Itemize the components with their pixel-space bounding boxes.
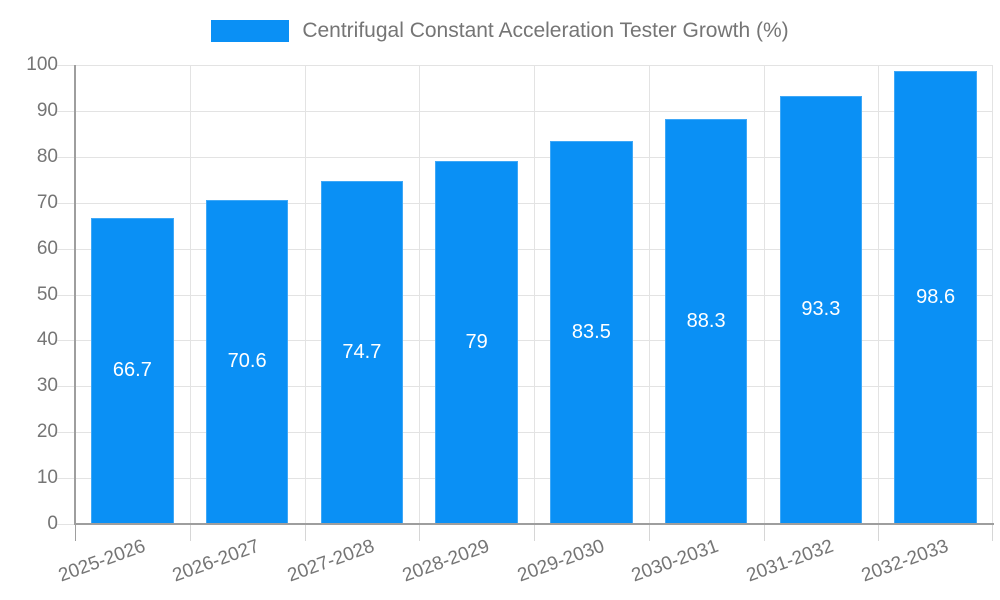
- y-tick-mark: [57, 524, 74, 525]
- y-tick-label: 100: [26, 54, 58, 75]
- x-tick-label-text: 2025-2026: [55, 535, 148, 587]
- x-tick-label-text: 2031-2032: [743, 535, 837, 587]
- vertical-gridline: [419, 65, 421, 524]
- y-axis-line: [74, 65, 76, 524]
- bar-value-label: 98.6: [916, 286, 956, 309]
- y-tick-mark: [57, 202, 74, 204]
- x-axis-line: [74, 523, 994, 525]
- y-tick-label: 20: [36, 421, 58, 443]
- legend-swatch: [211, 20, 290, 42]
- y-tick-mark: [57, 386, 74, 388]
- x-tick-label-text: 2030-2031: [628, 535, 722, 587]
- bar-value-label: 83.5: [571, 320, 611, 343]
- y-tick-label: 0: [47, 513, 58, 534]
- y-tick-mark: [57, 432, 74, 434]
- x-tick-label-text: 2026-2027: [169, 535, 263, 587]
- vertical-gridline: [648, 65, 650, 524]
- x-tick-label-text: 2028-2029: [399, 535, 493, 587]
- x-tick-mark: [304, 525, 306, 541]
- x-tick-mark: [189, 525, 191, 541]
- x-tick-label-text: 2032-2033: [858, 535, 952, 587]
- x-tick-label-text: 2029-2030: [514, 535, 607, 587]
- vertical-gridline: [189, 65, 191, 524]
- bar-value-label: 93.3: [801, 298, 841, 321]
- vertical-gridline: [992, 65, 993, 524]
- y-tick-label: 90: [36, 99, 58, 121]
- bar-value-label: 66.7: [112, 359, 152, 382]
- bar: 98.6: [894, 71, 977, 524]
- x-tick-mark: [534, 525, 535, 541]
- y-tick-label: 80: [36, 145, 58, 167]
- bar: 70.6: [205, 199, 289, 524]
- x-tick-mark: [878, 525, 880, 541]
- legend: Centrifugal Constant Acceleration Tester…: [0, 19, 1000, 43]
- bar: 88.3: [664, 118, 748, 524]
- y-tick-mark: [57, 248, 74, 250]
- x-tick-mark: [419, 525, 421, 541]
- x-tick-mark: [763, 525, 765, 541]
- bar: 66.7: [91, 217, 174, 524]
- y-tick-label: 40: [36, 329, 58, 351]
- y-tick-label: 70: [36, 191, 58, 213]
- y-tick-mark: [57, 340, 74, 342]
- bar: 79: [435, 161, 518, 524]
- bar: 74.7: [320, 181, 404, 524]
- vertical-gridline: [763, 65, 765, 524]
- bar-value-label: 74.7: [342, 341, 382, 364]
- vertical-gridline: [304, 65, 306, 524]
- y-tick-mark: [57, 110, 74, 112]
- bar-value-label: 88.3: [686, 309, 726, 332]
- vertical-gridline: [878, 65, 880, 524]
- y-tick-label: 60: [36, 237, 58, 259]
- bar: 83.5: [550, 140, 633, 524]
- y-tick-label: 30: [36, 375, 58, 397]
- y-tick-mark: [57, 478, 74, 480]
- y-tick-mark: [57, 294, 74, 296]
- plot-area: 66.7 70.6 74.7 79 83.5 88.3 93.3 98.6: [75, 65, 993, 524]
- legend-label: Centrifugal Constant Acceleration Tester…: [302, 19, 789, 42]
- y-tick-label: 10: [36, 467, 58, 489]
- y-tick-mark: [57, 65, 74, 66]
- bar-value-label: 79: [465, 331, 488, 354]
- x-tick-mark: [992, 525, 993, 541]
- x-tick-mark: [75, 525, 76, 541]
- y-tick-mark: [57, 156, 74, 158]
- x-tick-mark: [648, 525, 650, 541]
- vertical-gridline: [534, 65, 535, 524]
- bar: 93.3: [779, 95, 863, 524]
- x-tick-label-text: 2027-2028: [284, 535, 378, 587]
- bar-value-label: 70.6: [227, 350, 267, 373]
- y-tick-label: 50: [36, 283, 58, 305]
